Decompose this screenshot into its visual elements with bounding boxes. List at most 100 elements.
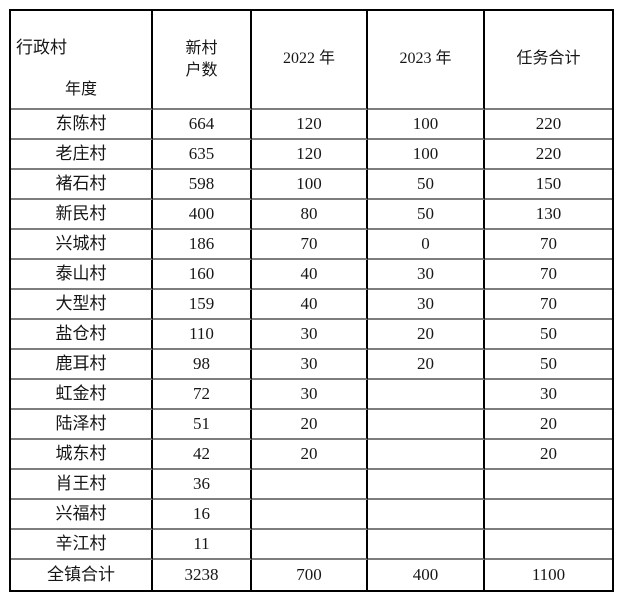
y2023-cell: 20 (368, 320, 485, 350)
households-cell: 36 (153, 470, 252, 500)
table-row: 兴福村 16 (11, 500, 612, 530)
y2022-cell: 40 (252, 290, 368, 320)
task-total-cell: 130 (485, 200, 612, 230)
table-row: 鹿耳村 98 30 20 50 (11, 350, 612, 380)
table-row: 大型村 159 40 30 70 (11, 290, 612, 320)
y2023-cell: 30 (368, 260, 485, 290)
households-cell: 11 (153, 530, 252, 560)
village-name-cell: 陆泽村 (11, 410, 153, 440)
y2023-cell: 100 (368, 140, 485, 170)
households-cell: 635 (153, 140, 252, 170)
village-name-cell: 老庄村 (11, 140, 153, 170)
task-total-cell: 50 (485, 350, 612, 380)
y2023-cell (368, 410, 485, 440)
households-cell: 598 (153, 170, 252, 200)
table-header-row: 行政村 年度 新村 户数 2022 年 2023 年 任务合计 (11, 11, 612, 110)
y2023-cell: 100 (368, 110, 485, 140)
y2022-cell: 700 (252, 560, 368, 590)
header-households-line2: 户数 (185, 61, 218, 79)
y2022-cell: 40 (252, 260, 368, 290)
table-row: 陆泽村 51 20 20 (11, 410, 612, 440)
task-total-cell (485, 530, 612, 560)
table-row: 城东村 42 20 20 (11, 440, 612, 470)
task-total-cell (485, 470, 612, 500)
y2023-cell: 0 (368, 230, 485, 260)
village-name-cell: 辛江村 (11, 530, 153, 560)
village-task-table: 行政村 年度 新村 户数 2022 年 2023 年 任务合计 东陈村 664 12… (9, 9, 614, 592)
y2022-cell: 20 (252, 410, 368, 440)
table-row: 东陈村 664 120 100 220 (11, 110, 612, 140)
table-row: 新民村 400 80 50 130 (11, 200, 612, 230)
task-total-cell: 50 (485, 320, 612, 350)
task-total-cell: 30 (485, 380, 612, 410)
households-cell: 160 (153, 260, 252, 290)
header-year-label: 年度 (65, 80, 98, 98)
header-households-line1: 新村 (185, 39, 218, 57)
y2022-cell: 120 (252, 140, 368, 170)
households-cell: 72 (153, 380, 252, 410)
village-name-cell: 兴城村 (11, 230, 153, 260)
y2023-cell: 20 (368, 350, 485, 380)
village-name-cell: 肖王村 (11, 470, 153, 500)
households-cell: 16 (153, 500, 252, 530)
y2023-cell (368, 500, 485, 530)
y2023-cell: 50 (368, 170, 485, 200)
village-name-cell: 大型村 (11, 290, 153, 320)
village-name-cell: 全镇合计 (11, 560, 153, 590)
y2023-cell: 30 (368, 290, 485, 320)
header-2022-cell: 2022 年 (252, 11, 368, 110)
village-name-cell: 虹金村 (11, 380, 153, 410)
village-name-cell: 兴福村 (11, 500, 153, 530)
y2022-cell: 70 (252, 230, 368, 260)
village-name-cell: 泰山村 (11, 260, 153, 290)
households-cell: 159 (153, 290, 252, 320)
header-new-village-households-cell: 新村 户数 (153, 11, 252, 110)
y2022-cell: 100 (252, 170, 368, 200)
task-total-cell: 70 (485, 260, 612, 290)
village-name-cell: 褚石村 (11, 170, 153, 200)
y2022-cell: 80 (252, 200, 368, 230)
y2023-cell (368, 440, 485, 470)
table-row: 盐仓村 110 30 20 50 (11, 320, 612, 350)
task-total-cell: 150 (485, 170, 612, 200)
y2022-cell: 20 (252, 440, 368, 470)
task-total-cell (485, 500, 612, 530)
y2023-cell: 50 (368, 200, 485, 230)
y2022-cell (252, 530, 368, 560)
task-total-cell: 70 (485, 230, 612, 260)
header-2023-cell: 2023 年 (368, 11, 485, 110)
households-cell: 186 (153, 230, 252, 260)
table-row: 泰山村 160 40 30 70 (11, 260, 612, 290)
households-cell: 664 (153, 110, 252, 140)
task-total-cell: 20 (485, 440, 612, 470)
table-row: 老庄村 635 120 100 220 (11, 140, 612, 170)
households-cell: 3238 (153, 560, 252, 590)
y2022-cell (252, 470, 368, 500)
table-row: 肖王村 36 (11, 470, 612, 500)
village-name-cell: 盐仓村 (11, 320, 153, 350)
y2023-cell (368, 380, 485, 410)
task-total-cell: 220 (485, 140, 612, 170)
households-cell: 42 (153, 440, 252, 470)
households-cell: 98 (153, 350, 252, 380)
y2022-cell: 30 (252, 350, 368, 380)
village-name-cell: 新民村 (11, 200, 153, 230)
households-cell: 400 (153, 200, 252, 230)
task-total-cell: 1100 (531, 565, 566, 585)
village-name-cell: 城东村 (11, 440, 153, 470)
y2022-cell: 30 (252, 380, 368, 410)
task-total-cell: 220 (485, 110, 612, 140)
table-row: 兴城村 186 70 0 70 (11, 230, 612, 260)
table-total-row: 全镇合计 3238 700 400 1100 (11, 560, 612, 590)
table-row: 褚石村 598 100 50 150 (11, 170, 612, 200)
header-task-total-cell: 任务合计 (485, 11, 612, 110)
y2022-cell: 120 (252, 110, 368, 140)
y2023-cell (368, 530, 485, 560)
task-total-cell: 70 (485, 290, 612, 320)
village-name-cell: 鹿耳村 (11, 350, 153, 380)
y2022-cell: 30 (252, 320, 368, 350)
table-row: 辛江村 11 (11, 530, 612, 560)
header-village-label: 行政村 (16, 38, 67, 57)
village-name-cell: 东陈村 (11, 110, 153, 140)
